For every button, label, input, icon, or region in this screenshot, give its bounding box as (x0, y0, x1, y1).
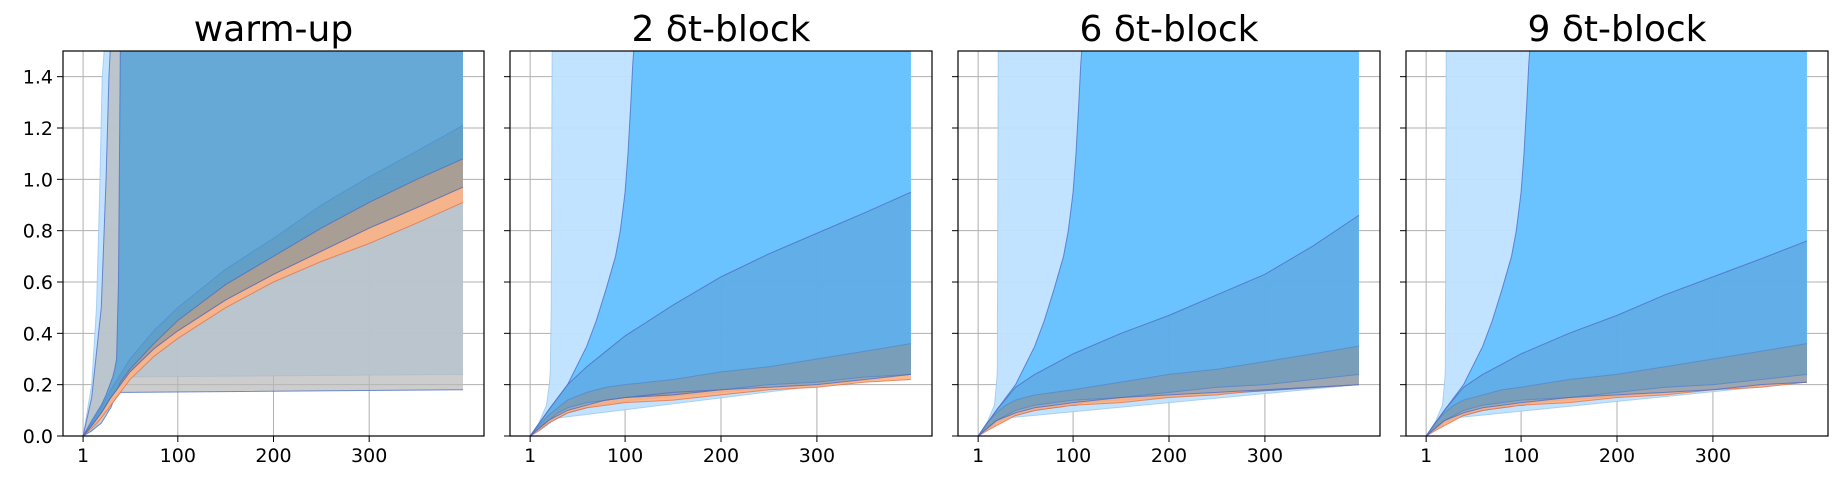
y-tick-label: 0.0 (23, 426, 53, 448)
y-tick-label: 0.4 (23, 323, 53, 345)
x-tick-label: 1 (972, 445, 984, 467)
x-tick-label: 100 (1503, 445, 1539, 467)
x-tick-label: 200 (1599, 445, 1635, 467)
x-tick-label: 200 (255, 445, 291, 467)
panel-3: 1 100 200 300 6 δt-block (952, 9, 1381, 467)
band-5 (978, 215, 1359, 436)
band-upper-edge-1 (977, 51, 999, 436)
x-tick-label: 1 (524, 445, 536, 467)
band-5 (1426, 240, 1807, 436)
y-tick-label: 0.6 (23, 272, 53, 294)
y-tick-label: 1.2 (23, 118, 53, 140)
band-lower-edge-5 (529, 373, 911, 436)
y-tick-label: 1.0 (23, 169, 53, 191)
band-lower-edge-5 (977, 384, 1359, 436)
band-3 (83, 187, 463, 436)
band-upper-edge-5 (529, 191, 912, 436)
panel-title: 6 δt-block (1080, 9, 1259, 50)
band-5 (530, 192, 911, 436)
bands (1425, 51, 1808, 436)
bands (977, 51, 1360, 436)
band-upper-edge-5 (1425, 240, 1808, 436)
panel-1: 1 100 200 300 0.0 0.2 0.4 0.6 0.8 1.0 1.2 1.4 warm-u… (23, 9, 485, 467)
bands (529, 51, 912, 436)
x-tick-label: 300 (1247, 445, 1283, 467)
x-tick-label: 100 (160, 445, 196, 467)
panel-2: 1 100 200 300 2 δt-block (504, 9, 933, 467)
band-upper-edge-5 (82, 51, 121, 436)
x-tick-label: 1 (1420, 445, 1432, 467)
x-tick-label: 200 (1151, 445, 1187, 467)
bands (82, 51, 464, 436)
x-tick-label: 300 (1695, 445, 1731, 467)
band-lower-edge-3 (529, 379, 911, 436)
band-upper-edge-2 (82, 51, 111, 436)
band-upper-edge-2 (529, 51, 635, 436)
y-tick-label: 0.8 (23, 221, 53, 243)
band-upper-edge-1 (1425, 51, 1447, 436)
panel-4: 1 100 200 300 9 δt-block (1400, 9, 1829, 467)
x-tick-label: 1 (77, 445, 89, 467)
x-tick-label: 200 (703, 445, 739, 467)
band-upper-edge-1 (529, 51, 553, 436)
band-3 (530, 374, 911, 436)
x-tick-label: 100 (607, 445, 643, 467)
x-tick-label: 300 (799, 445, 835, 467)
band-upper-edge-2 (1425, 51, 1531, 436)
band-upper-edge-1 (82, 51, 105, 436)
band-lower-edge-3 (82, 201, 464, 436)
y-tick-label: 0.2 (23, 375, 53, 397)
band-lower-edge-5 (82, 158, 464, 436)
y-tick-label: 1.4 (23, 67, 53, 89)
x-tick-label: 100 (1055, 445, 1091, 467)
x-tick-label: 300 (351, 445, 387, 467)
band-5 (83, 51, 463, 436)
panel-title: 9 δt-block (1528, 9, 1707, 50)
band-upper-edge-2 (977, 51, 1083, 436)
band-lower-edge-5 (1425, 381, 1807, 436)
band-upper-edge-5 (977, 214, 1360, 436)
panel-title: 2 δt-block (632, 9, 811, 50)
panel-title: warm-up (194, 9, 353, 50)
